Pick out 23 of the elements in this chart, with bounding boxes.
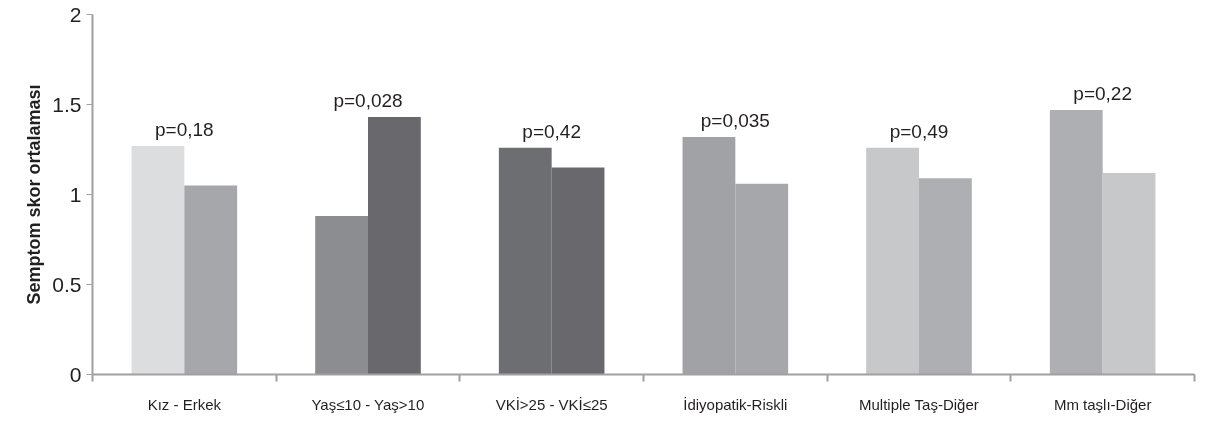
bar [131, 145, 185, 375]
bar [1049, 109, 1103, 375]
y-tick-label: 1.5 [52, 92, 82, 116]
y-axis-title: Semptom skor ortalaması [24, 84, 45, 305]
y-tick-label: 2 [69, 2, 82, 26]
x-tick-label: İdiyopatik-Riskli [683, 395, 788, 413]
x-tick-label: Multiple Taş-Diğer [858, 395, 979, 413]
annotation: p=0,035 [700, 109, 770, 131]
y-tick-label: 0.5 [52, 272, 82, 296]
annotation: p=0,22 [1073, 82, 1132, 104]
annotation: p=0,42 [522, 120, 581, 142]
bar [315, 216, 368, 375]
annotation: p=0,49 [889, 120, 949, 142]
y-tick-label: 1 [69, 182, 82, 206]
x-tick-label: Yaş≤10 - Yaş>10 [311, 395, 425, 413]
x-tick-label: VKİ>25 - VKİ≤25 [495, 395, 608, 413]
x-tick-label: Mm taşlı-Diğer [1053, 395, 1152, 413]
annotation: p=0,028 [333, 90, 403, 112]
x-tick-label: Kız - Erkek [147, 395, 222, 413]
bar [368, 117, 421, 375]
bar [866, 147, 919, 375]
annotation: p=0,18 [155, 118, 214, 140]
y-tick-label: 0 [69, 362, 82, 386]
